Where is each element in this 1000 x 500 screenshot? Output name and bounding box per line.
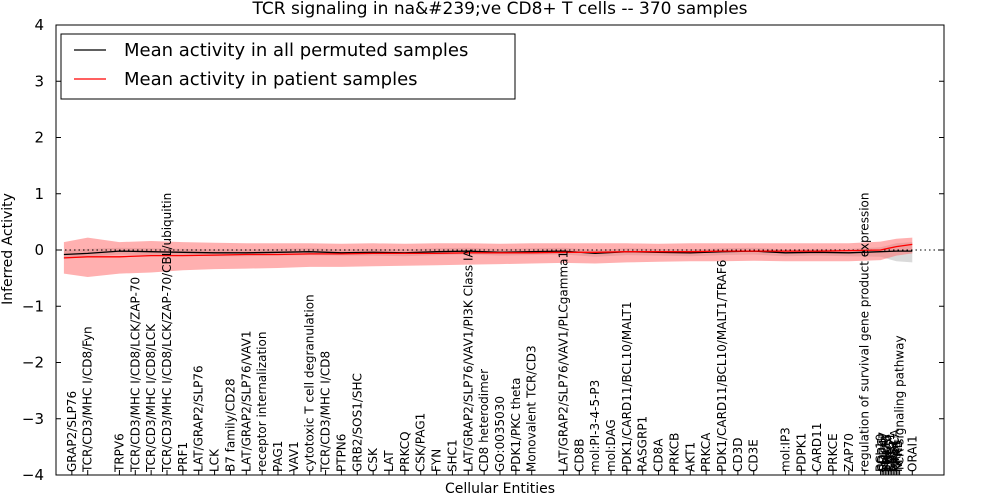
x-tick-label: PDK1/CARD11/BCL10/MALT1 [620,302,634,472]
x-tick-label: TCR/CD3/MHC I/CD8/Fyn [81,326,95,473]
x-tick-label: PLCG1 [883,433,897,472]
x-tick-label: PTPN6 [334,434,348,472]
x-tick-label: TCR signaling pathway [893,335,907,473]
x-tick-label: PDK1/PKC theta [509,378,523,472]
x-tick-label: PRF1 [176,442,190,472]
legend-box [60,33,516,100]
x-tick-label: PIK3CA [888,428,902,472]
x-tick-label: CARD11 [810,423,824,472]
x-tick-label: TCR/CD3/MHC I/CD8/LCK/ZAP-70/CBL/ubiquit… [160,193,174,473]
x-tick-label: PDPK1 [794,433,808,472]
x-tick-label: TRAF6 [880,434,894,473]
y-tick-label: −2 [22,354,44,372]
x-tick-label: ZAP70 [842,433,856,472]
x-axis: GRAP2/SLP76 TCR/CD3/MHC I/CD8/Fyn TRPV6 TCR… [65,193,919,475]
x-tick-label: AKT1 [683,442,697,472]
series-lines [63,243,913,259]
x-tick-label: GRB2 [885,438,899,472]
x-tick-label: CD3E [747,439,761,472]
x-tick-label: ORAI1 [905,435,919,472]
x-tick-label: LAT [382,450,396,472]
x-tick-label: RASGRP1 [636,416,650,472]
x-tick-label: GO:0035030 [493,396,507,472]
x-tick-label: CSK/PAG1 [414,413,428,472]
x-tick-label: mol:PI-3-4-5-P3 [588,380,602,472]
x-tick-label: PRKCE [826,433,840,472]
x-tick-label: B7 family/CD28 [223,378,237,472]
series-line-patient [63,243,913,259]
y-tick-label: −3 [22,410,44,428]
y-axis-label: Inferred Activity [0,193,16,305]
y-tick-label: 4 [34,16,44,34]
band-patient [63,237,913,277]
x-tick-label: BCL10 [874,434,888,472]
x-tick-label: mol:DAG [604,419,618,472]
x-tick-label: GRAP2/SLP76 [65,391,79,472]
x-tick-label: PRKCA [699,432,713,472]
y-axis: −4 −3 −2 −1 0 1 2 3 4 [22,16,944,484]
y-tick-label: 0 [34,241,44,259]
x-tick-label: FYN [430,449,444,472]
x-tick-label: CSK [366,447,380,472]
x-tick-label: regulation of survival gene product expr… [858,193,872,472]
y-tick-label: 1 [34,185,44,203]
x-tick-label: receptor internalization [255,332,269,472]
y-tick-label: 2 [34,129,44,147]
y-tick-label: −4 [22,466,44,484]
x-tick-label: LAT/GRAP2/SLP76/VAV1 [239,331,253,472]
x-tick-label: CD8 heterodimer [477,369,491,472]
x-tick-label: TCR/CD3/MHC I/CD8/LCK [144,323,158,473]
x-tick-label: CBL [882,448,896,472]
x-tick-label: Monovalent TCR/CD3 [525,345,539,472]
x-tick-label: PAG1 [271,441,285,472]
x-tick-label: CD3D [731,438,745,473]
x-tick-label: CD247 [877,431,891,472]
x-tick-label: TCR/CD3/MHC I/CD8 [319,351,333,473]
legend-label-permuted: Mean activity in all permuted samples [124,40,468,61]
legend-label-patient: Mean activity in patient samples [124,69,418,90]
x-tick-label: LCK [208,448,222,472]
x-tick-label: GRB2/SOS1/SHC [350,373,364,472]
x-tick-label: MALT1 [878,433,892,472]
x-tick-label: NFKB [891,440,905,472]
chart-title: TCR signaling in na&#239;ve CD8+ T cells… [251,0,747,19]
x-tick-label: SOS1 [886,440,900,472]
x-tick-label: TCR/CD3/MHC I/CD8/LCK/ZAP-70 [128,277,142,473]
x-tick-label: LAT/GRAP2/SLP76/VAV1/PI3K Class IA [461,248,475,472]
x-tick-label: TRPV6 [112,433,126,473]
x-tick-label: CD8B [572,439,586,473]
x-tick-label: LAT/GRAP2/SLP76/VAV1/PLCgamma1 [556,251,570,472]
x-tick-label: PRKCQ [398,431,412,472]
legend: Mean activity in all permuted samples Me… [60,33,516,100]
y-tick-label: 3 [34,72,44,90]
x-tick-label: PRKCB [667,433,681,472]
y-tick-label: −1 [22,297,44,315]
x-axis-label: Cellular Entities [445,481,555,497]
x-tick-label: KRAS [889,440,903,472]
x-tick-label: LAT/GRAP2/SLP76 [192,365,206,472]
x-tick-label: mol:IP3 [778,427,792,472]
x-tick-label: CD8A [652,438,666,472]
x-tick-label: CD3G [875,437,889,472]
x-tick-label: PDK1/CARD11/BCL10/MALT1/TRAF6 [715,260,729,472]
x-tick-label: cytotoxic T cell degranulation [303,294,317,472]
x-tick-label: VAV1 [287,441,301,472]
x-tick-label: SHC1 [445,439,459,472]
